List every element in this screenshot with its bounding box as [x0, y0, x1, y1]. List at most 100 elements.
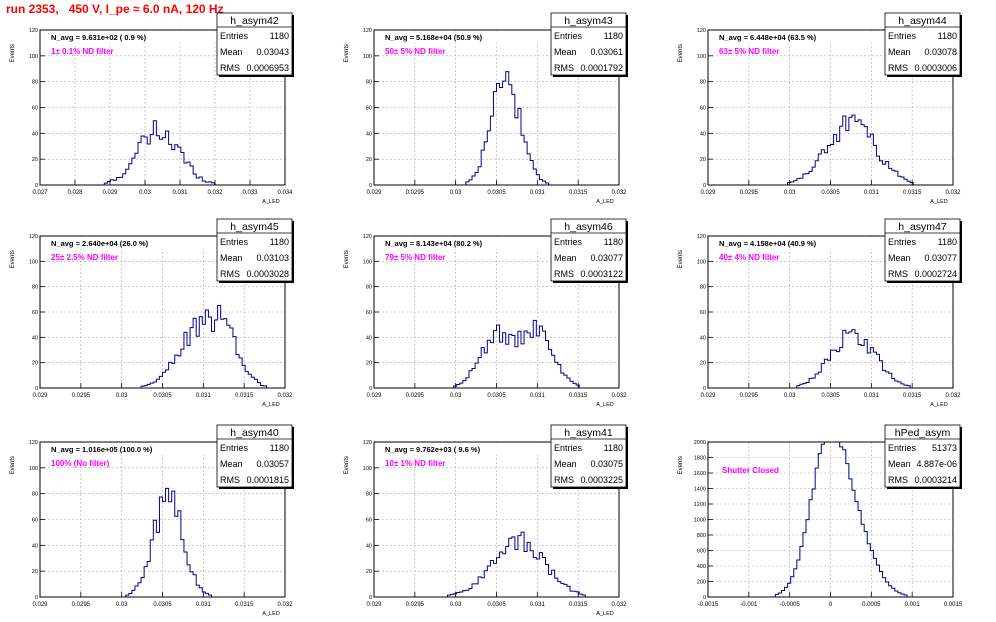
x-tick-label: 0: [829, 602, 833, 608]
y-tick-label: 80: [366, 80, 372, 86]
y-tick-label: 120: [363, 440, 372, 446]
y-tick-label: 2000: [694, 440, 706, 446]
y-tick-label: 40: [366, 131, 372, 137]
stats-rms-label: RMS: [220, 63, 240, 73]
y-tick-label: 0: [369, 183, 372, 189]
y-tick-label: 80: [700, 285, 706, 291]
stats-entries-value: 1180: [938, 31, 957, 41]
x-tick-label: 0.0295: [406, 190, 425, 196]
y-axis-title: Events: [344, 250, 350, 268]
y-tick-label: 20: [366, 361, 372, 367]
y-tick-label: 1200: [694, 502, 706, 508]
stats-rms-value: 0.0001792: [580, 63, 623, 73]
x-tick-label: 0.029: [700, 190, 716, 196]
stats-entries-value: 1180: [604, 443, 623, 453]
x-tick-label: 0.031: [530, 393, 546, 399]
navg-background: [378, 31, 553, 43]
y-tick-label: 40: [366, 335, 372, 341]
x-tick-label: 0.032: [277, 602, 293, 608]
stats-entries-label: Entries: [220, 31, 249, 41]
stats-entries-value: 1180: [270, 237, 289, 247]
x-tick-label: 0.031: [172, 190, 188, 196]
stats-rms-label: RMS: [554, 63, 574, 73]
y-tick-label: 1800: [694, 456, 706, 462]
stats-mean-label: Mean: [554, 459, 577, 469]
x-tick-label: 0.029: [32, 602, 48, 608]
y-tick-label: 20: [700, 157, 706, 163]
x-tick-label: 0.031: [864, 190, 880, 196]
filter-note: 100% (No filter): [51, 459, 110, 468]
stats-entries-label: Entries: [888, 31, 917, 41]
histogram-panel-h_asym47: 0.029 0.0295 0.03 0.0305 0.031 0.0315 0.032 0 20…: [678, 218, 962, 408]
x-tick-label: 0.0305: [487, 602, 506, 608]
y-tick-label: 60: [366, 106, 372, 112]
stats-mean-label: Mean: [888, 47, 911, 57]
x-tick-label: 0.0315: [903, 190, 922, 196]
stats-entries-label: Entries: [888, 237, 917, 247]
histogram-name: h_asym41: [564, 427, 613, 439]
x-tick-label: -0.001: [740, 602, 758, 608]
y-tick-label: 0: [703, 183, 706, 189]
stats-mean-value: 4.887e-06: [916, 459, 957, 469]
x-tick-label: 0.0295: [72, 602, 91, 608]
histogram-panel-h_asym41: 0.029 0.0295 0.03 0.0305 0.031 0.0315 0.032 0 20…: [344, 424, 628, 617]
stats-entries-label: Entries: [220, 443, 249, 453]
filter-note: 50± 5% ND filter: [385, 47, 445, 56]
x-tick-label: 0.0305: [821, 190, 840, 196]
stats-mean-label: Mean: [220, 459, 243, 469]
histogram-name: h_asym40: [230, 427, 279, 439]
stats-box: [216, 12, 293, 76]
navg-background: [44, 31, 219, 43]
histogram-panel-hPed_asym: -0.0015 -0.001 -0.0005 0 0.0005 0.001 0.0015 0 2…: [678, 424, 963, 608]
x-tick-label: 0.031: [530, 190, 546, 196]
y-tick-label: 40: [700, 131, 706, 137]
stats-rms-label: RMS: [220, 475, 240, 485]
histogram-name: h_asym46: [564, 221, 613, 233]
stats-entries-label: Entries: [220, 237, 249, 247]
y-tick-label: 120: [29, 28, 38, 34]
y-tick-label: 20: [366, 569, 372, 575]
filter-note: 40± 4% ND filter: [719, 253, 779, 262]
filter-note: Shutter Closed: [722, 466, 779, 475]
x-tick-label: 0.0305: [487, 393, 506, 399]
x-axis-title: A_LED: [930, 199, 947, 205]
stats-rms-value: 0.0003214: [914, 475, 957, 485]
x-tick-label: 0.03: [116, 393, 128, 399]
stats-rms-value: 0.0006953: [246, 63, 289, 73]
histogram-panel-h_asym40: 0.029 0.0295 0.03 0.0305 0.031 0.0315 0.032 0 20…: [10, 424, 294, 617]
y-tick-label: 60: [366, 310, 372, 316]
x-axis-title: A_LED: [262, 199, 279, 205]
histogram-name: h_asym44: [898, 15, 947, 27]
stats-box: [884, 218, 961, 282]
x-tick-label: 0.031: [196, 393, 212, 399]
stats-entries-label: Entries: [554, 31, 583, 41]
x-tick-label: 0.031: [530, 602, 546, 608]
y-tick-label: 60: [700, 106, 706, 112]
y-tick-label: 40: [366, 543, 372, 549]
stats-entries-value: 1180: [938, 237, 957, 247]
y-tick-label: 60: [366, 518, 372, 524]
x-tick-label: 0.032: [277, 393, 293, 399]
y-tick-label: 1400: [694, 487, 706, 493]
stats-entries-value: 1180: [270, 443, 289, 453]
x-tick-label: 0.0315: [903, 393, 922, 399]
navg-background: [378, 443, 553, 455]
y-tick-label: 60: [32, 310, 38, 316]
x-tick-label: 0.033: [242, 190, 258, 196]
stats-mean-value: 0.03103: [256, 253, 289, 263]
y-tick-label: 80: [32, 80, 38, 86]
stats-mean-label: Mean: [220, 253, 243, 263]
y-tick-label: 120: [363, 234, 372, 240]
y-axis-title: Events: [344, 44, 350, 62]
stats-rms-label: RMS: [888, 269, 908, 279]
stats-entries-label: Entries: [888, 443, 917, 453]
stats-mean-value: 0.03075: [590, 459, 623, 469]
x-tick-label: 0.03: [139, 190, 151, 196]
histogram-bins: [708, 329, 953, 389]
x-tick-label: 0.0295: [406, 393, 425, 399]
navg-label: N_avg = 2.640e+04 (26.0 %): [51, 239, 149, 248]
x-tick-label: 0.03: [450, 190, 462, 196]
stats-box: [216, 424, 293, 488]
y-tick-label: 40: [32, 543, 38, 549]
x-tick-label: 0.0295: [740, 393, 759, 399]
